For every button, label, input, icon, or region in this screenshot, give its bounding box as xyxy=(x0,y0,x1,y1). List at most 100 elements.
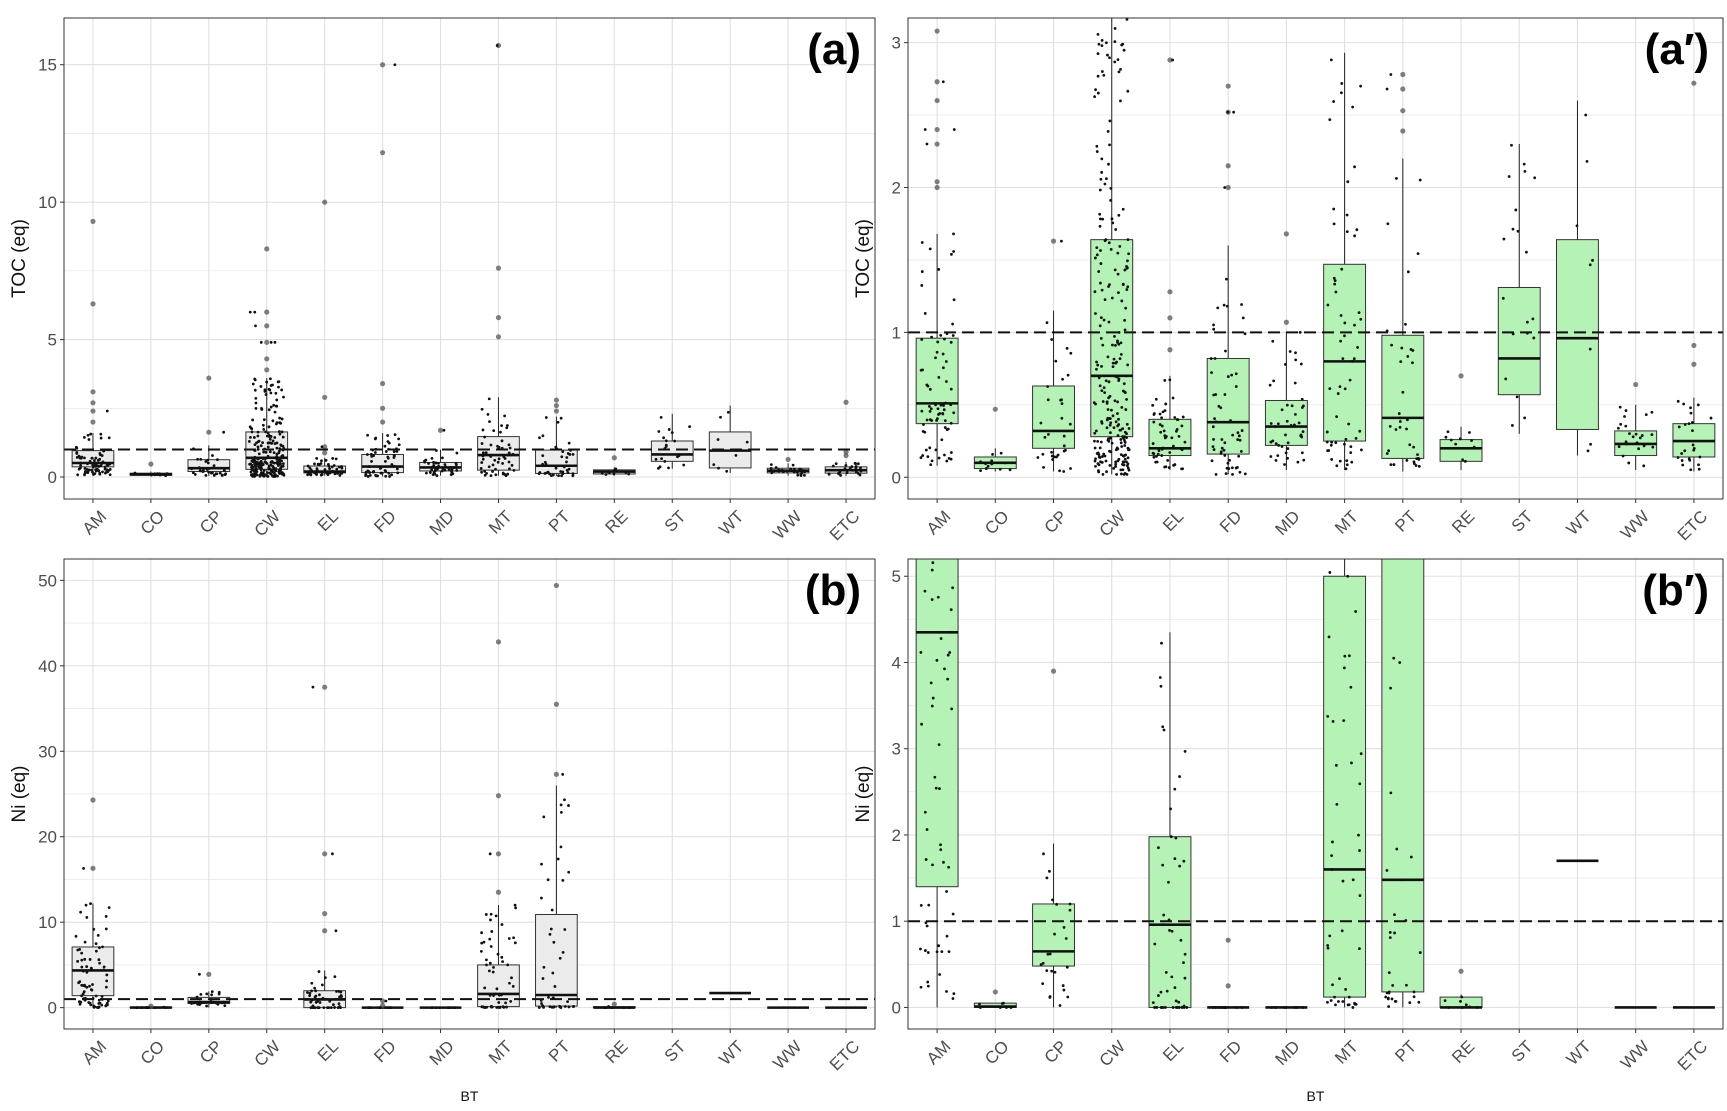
data-point xyxy=(1151,442,1155,445)
data-point xyxy=(269,340,273,344)
data-point xyxy=(1116,251,1120,255)
data-point xyxy=(505,426,509,430)
data-point xyxy=(1111,343,1114,347)
data-point xyxy=(1353,165,1356,169)
data-point xyxy=(1231,433,1235,437)
data-point xyxy=(949,509,952,512)
data-point xyxy=(266,454,270,458)
data-point xyxy=(503,414,507,418)
x-tick-label-ww: WW xyxy=(1617,1037,1653,1073)
data-point xyxy=(501,462,504,465)
data-point xyxy=(1166,458,1170,462)
data-point xyxy=(135,1006,139,1010)
data-point xyxy=(1690,421,1694,424)
data-point xyxy=(259,385,263,388)
data-point xyxy=(86,462,89,466)
data-point xyxy=(627,472,631,476)
data-point xyxy=(324,458,328,462)
data-point xyxy=(267,425,271,429)
data-point xyxy=(1217,404,1221,408)
data-point xyxy=(1093,431,1097,435)
data-point xyxy=(309,468,313,472)
data-point xyxy=(945,990,948,993)
data-point xyxy=(383,459,387,463)
data-point xyxy=(424,458,428,462)
data-point xyxy=(1173,416,1177,419)
box-st xyxy=(1497,143,1541,434)
data-point xyxy=(1113,60,1117,64)
data-point xyxy=(261,463,265,466)
outlier-point xyxy=(264,246,270,252)
data-point xyxy=(248,310,252,314)
data-point xyxy=(1385,87,1389,91)
box-fd xyxy=(1206,83,1250,476)
data-point xyxy=(273,410,277,414)
data-point xyxy=(1344,467,1348,471)
data-point xyxy=(424,471,428,475)
outlier-point xyxy=(785,456,791,463)
outlier-point xyxy=(934,79,940,85)
data-point xyxy=(923,312,927,315)
data-point xyxy=(1109,198,1112,202)
data-point xyxy=(275,404,279,408)
data-point xyxy=(799,474,803,477)
data-point xyxy=(1117,213,1121,217)
data-point xyxy=(1101,455,1104,458)
outlier-point xyxy=(1050,238,1057,244)
x-tick-label-re: RE xyxy=(601,507,631,537)
data-point xyxy=(1105,400,1109,404)
data-point xyxy=(1326,944,1330,947)
data-point xyxy=(561,450,565,454)
data-point xyxy=(859,466,862,470)
data-point xyxy=(1224,1006,1228,1009)
data-point xyxy=(1294,358,1298,362)
box-iqr xyxy=(1439,439,1483,462)
data-point xyxy=(393,63,397,67)
data-point xyxy=(395,467,399,471)
data-point xyxy=(1588,347,1592,351)
data-point xyxy=(660,457,663,461)
data-point xyxy=(273,340,277,344)
data-point xyxy=(1237,434,1241,438)
data-point xyxy=(1241,316,1245,320)
data-point xyxy=(1095,452,1099,455)
data-point xyxy=(280,454,284,458)
data-point xyxy=(320,445,324,449)
data-point xyxy=(1092,374,1096,378)
data-point xyxy=(930,568,934,572)
data-point xyxy=(1523,416,1527,420)
data-point xyxy=(1223,441,1227,445)
data-point xyxy=(253,310,257,314)
data-point xyxy=(952,411,956,415)
data-point xyxy=(1274,1006,1277,1009)
data-point xyxy=(107,906,111,910)
data-point xyxy=(990,462,994,466)
data-point xyxy=(831,464,835,468)
data-point xyxy=(1062,988,1066,992)
data-point xyxy=(559,803,563,807)
data-point xyxy=(1172,444,1175,448)
x-tick-label-wt: WT xyxy=(715,507,747,539)
data-point xyxy=(1126,363,1130,367)
data-point xyxy=(1099,281,1102,285)
data-point xyxy=(256,445,260,449)
data-point xyxy=(1387,1005,1391,1008)
data-point xyxy=(259,473,263,476)
data-point xyxy=(503,473,507,476)
y-tick-label: 4 xyxy=(892,653,901,672)
data-point xyxy=(158,473,162,477)
data-point xyxy=(366,475,370,478)
data-point xyxy=(1625,442,1628,446)
data-point xyxy=(999,451,1003,455)
data-point xyxy=(1163,434,1167,438)
data-point xyxy=(1174,999,1178,1003)
data-point xyxy=(1093,439,1096,443)
data-point xyxy=(1299,434,1303,438)
data-point xyxy=(1293,413,1297,416)
data-point xyxy=(1344,437,1348,441)
outlier-point xyxy=(495,889,502,895)
data-point xyxy=(1299,362,1303,366)
data-point xyxy=(941,80,945,84)
data-point xyxy=(1417,464,1421,468)
box-iqr xyxy=(1323,575,1367,998)
